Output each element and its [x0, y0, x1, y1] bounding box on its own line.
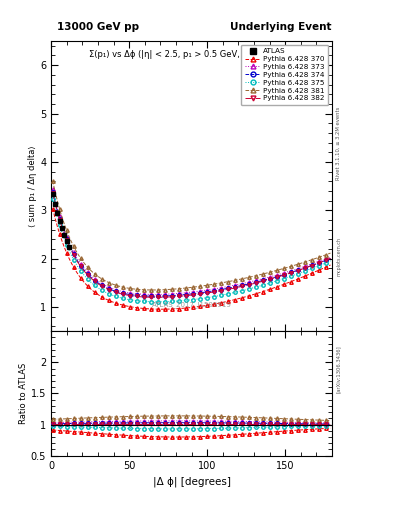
- Text: Rivet 3.1.10, ≥ 3.2M events: Rivet 3.1.10, ≥ 3.2M events: [336, 106, 341, 180]
- Text: [arXiv:1306.3436]: [arXiv:1306.3436]: [336, 345, 341, 393]
- Text: Underlying Event: Underlying Event: [230, 22, 331, 32]
- Legend: ATLAS, Pythia 6.428 370, Pythia 6.428 373, Pythia 6.428 374, Pythia 6.428 375, P: ATLAS, Pythia 6.428 370, Pythia 6.428 37…: [241, 45, 329, 105]
- Text: mcplots.cern.ch: mcplots.cern.ch: [336, 237, 341, 275]
- Text: ATLAS_2017_I1509919: ATLAS_2017_I1509919: [152, 301, 231, 308]
- X-axis label: |Δ ϕ| [degrees]: |Δ ϕ| [degrees]: [152, 476, 231, 486]
- Y-axis label: Ratio to ATLAS: Ratio to ATLAS: [19, 363, 28, 424]
- Y-axis label: ⟨ sum p₁ / Δη delta⟩: ⟨ sum p₁ / Δη delta⟩: [28, 145, 37, 227]
- Text: 13000 GeV pp: 13000 GeV pp: [57, 22, 139, 32]
- Text: Σ(p₁) vs Δϕ (|η| < 2.5, p₁ > 0.5 GeV, p₁ₜ > 5 GeV): Σ(p₁) vs Δϕ (|η| < 2.5, p₁ > 0.5 GeV, p₁…: [89, 50, 294, 59]
